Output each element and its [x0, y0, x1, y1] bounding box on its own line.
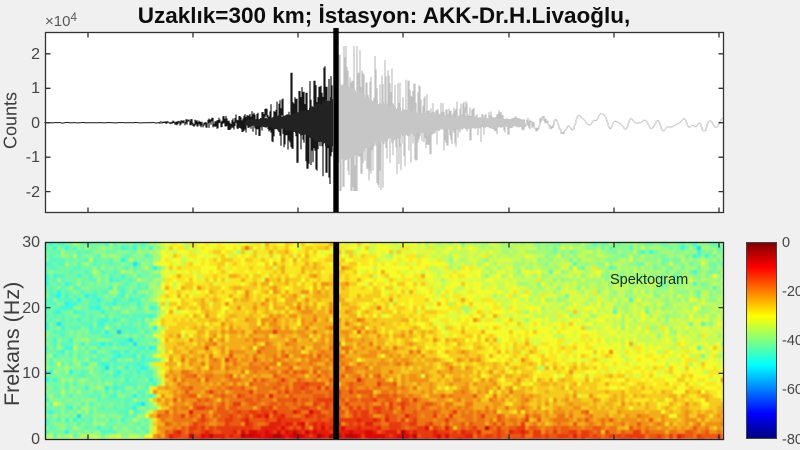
svg-text:Spektogram: Spektogram — [610, 272, 688, 288]
